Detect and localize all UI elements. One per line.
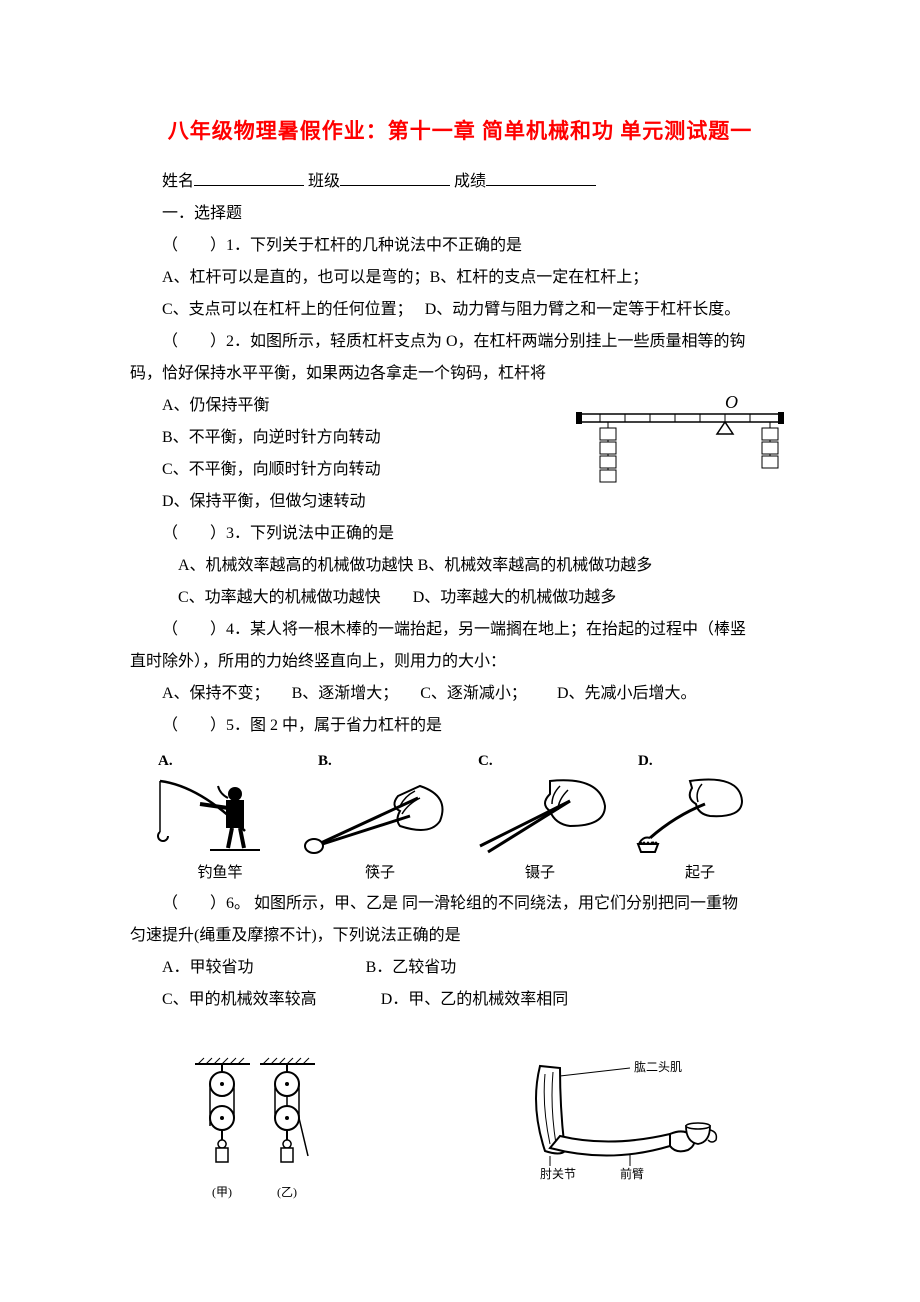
q1-opt-a: A、杠杆可以是直的，也可以是弯的； xyxy=(162,269,430,286)
q4-opt-a: A、保持不变； xyxy=(162,685,270,702)
q5-cap-d: 起子 xyxy=(620,858,780,888)
q4-opt-b: B、逐渐增大； xyxy=(292,685,399,702)
class-label: 班级 xyxy=(308,173,340,190)
q6-opt-c: C、甲的机械效率较高 xyxy=(162,991,317,1008)
q6-figure-pulleys: (甲) (乙) xyxy=(190,1056,320,1206)
q5-label-d: D. xyxy=(620,746,780,776)
q6-cap-jia: (甲) xyxy=(212,1185,232,1199)
student-info-line: 姓名 班级 成绩 xyxy=(130,166,790,198)
page-title: 八年级物理暑假作业：第十一章 简单机械和功 单元测试题一 xyxy=(130,110,790,152)
q2-stem-line2: 码，恰好保持水平平衡，如果两边各拿走一个钩码，杠杆将 xyxy=(130,358,790,390)
arm-label-forearm: 前臂 xyxy=(620,1166,644,1181)
q1-opt-d: D、动力臂与阻力臂之和一定等于杠杆长度。 xyxy=(425,301,741,318)
q5-fig-d-bottle-opener xyxy=(620,776,750,856)
q3-opt-a: A、机械效率越高的机械做功越快 xyxy=(178,557,414,574)
q3-opt-ab: A、机械效率越高的机械做功越快 B、机械效率越高的机械做功越多 xyxy=(130,550,790,582)
q6-cap-yi: (乙) xyxy=(277,1185,297,1199)
q4-opt-d: D、先减小后增大。 xyxy=(557,685,697,702)
q6-stem-line1: （ ）6。 如图所示，甲、乙是 同一滑轮组的不同绕法，用它们分别把同一重物 xyxy=(130,888,790,920)
q2-figure-label-o: O xyxy=(725,394,738,412)
score-blank[interactable] xyxy=(486,167,596,186)
q5-label-a: A. xyxy=(140,746,300,776)
name-blank[interactable] xyxy=(194,167,304,186)
q6-opt-d: D．甲、乙的机械效率相同 xyxy=(381,991,569,1008)
q5-stem: （ ）5．图 2 中，属于省力杠杆的是 xyxy=(130,710,790,742)
q3-opt-b: B、机械效率越高的机械做功越多 xyxy=(418,557,653,574)
q3-opt-c: C、功率越大的机械做功越快 xyxy=(178,589,381,606)
q5-fig-b-chopsticks xyxy=(300,776,450,856)
q1-opt-b: B、杠杆的支点一定在杠杆上； xyxy=(430,269,649,286)
q4-opts: A、保持不变； B、逐渐增大； C、逐渐减小； D、先减小后增大。 xyxy=(130,678,790,710)
name-label: 姓名 xyxy=(162,173,194,190)
section-1-heading: 一．选择题 xyxy=(130,198,790,230)
q6-opt-cd: C、甲的机械效率较高 D．甲、乙的机械效率相同 xyxy=(130,984,790,1016)
q5-cap-c: 镊子 xyxy=(460,858,620,888)
q6-opt-ab: A．甲较省功 B．乙较省功 xyxy=(130,952,790,984)
arm-label-bicep: 肱二头肌 xyxy=(634,1059,682,1074)
q4-stem-line1: （ ）4．某人将一根木棒的一端抬起，另一端搁在地上；在抬起的过程中（棒竖 xyxy=(130,614,790,646)
q3-stem: （ ）3．下列说法中正确的是 xyxy=(130,518,790,550)
q5-figure-row: A. 钓鱼竿 B. xyxy=(130,746,790,888)
q6-opt-b: B．乙较省功 xyxy=(366,959,457,976)
score-label: 成绩 xyxy=(454,173,486,190)
q5-cap-a: 钓鱼竿 xyxy=(140,858,300,888)
q3-opt-cd: C、功率越大的机械做功越快 D、功率越大的机械做功越多 xyxy=(130,582,790,614)
q5-fig-a-fishing-rod xyxy=(140,776,270,856)
q2-stem-line1: （ ）2．如图所示，轻质杠杆支点为 O，在杠杆两端分别挂上一些质量相等的钩 xyxy=(130,326,790,358)
q5-fig-c-tweezers xyxy=(460,776,610,856)
q2-figure: O xyxy=(570,394,790,504)
q6-stem-line2: 匀速提升(绳重及摩擦不计)，下列说法正确的是 xyxy=(130,920,790,952)
q1-opt-cd: C、支点可以在杠杆上的任何位置； D、动力臂与阻力臂之和一定等于杠杆长度。 xyxy=(130,294,790,326)
q6-figure-arm: 肱二头肌 肘关节 前臂 xyxy=(520,1056,750,1206)
arm-label-joint: 肘关节 xyxy=(540,1166,576,1181)
class-blank[interactable] xyxy=(340,167,450,186)
q1-opt-c: C、支点可以在杠杆上的任何位置； xyxy=(162,301,405,318)
q6-opt-a: A．甲较省功 xyxy=(162,959,254,976)
q5-label-c: C. xyxy=(460,746,620,776)
q1-opt-ab: A、杠杆可以是直的，也可以是弯的；B、杠杆的支点一定在杠杆上； xyxy=(130,262,790,294)
q4-stem-line2: 直时除外），所用的力始终竖直向上，则用力的大小： xyxy=(130,646,790,678)
q3-opt-d: D、功率越大的机械做功越多 xyxy=(413,589,617,606)
q5-label-b: B. xyxy=(300,746,460,776)
q5-cap-b: 筷子 xyxy=(300,858,460,888)
q4-opt-c: C、逐渐减小； xyxy=(420,685,519,702)
q1-stem: （ ）1．下列关于杠杆的几种说法中不正确的是 xyxy=(130,230,790,262)
